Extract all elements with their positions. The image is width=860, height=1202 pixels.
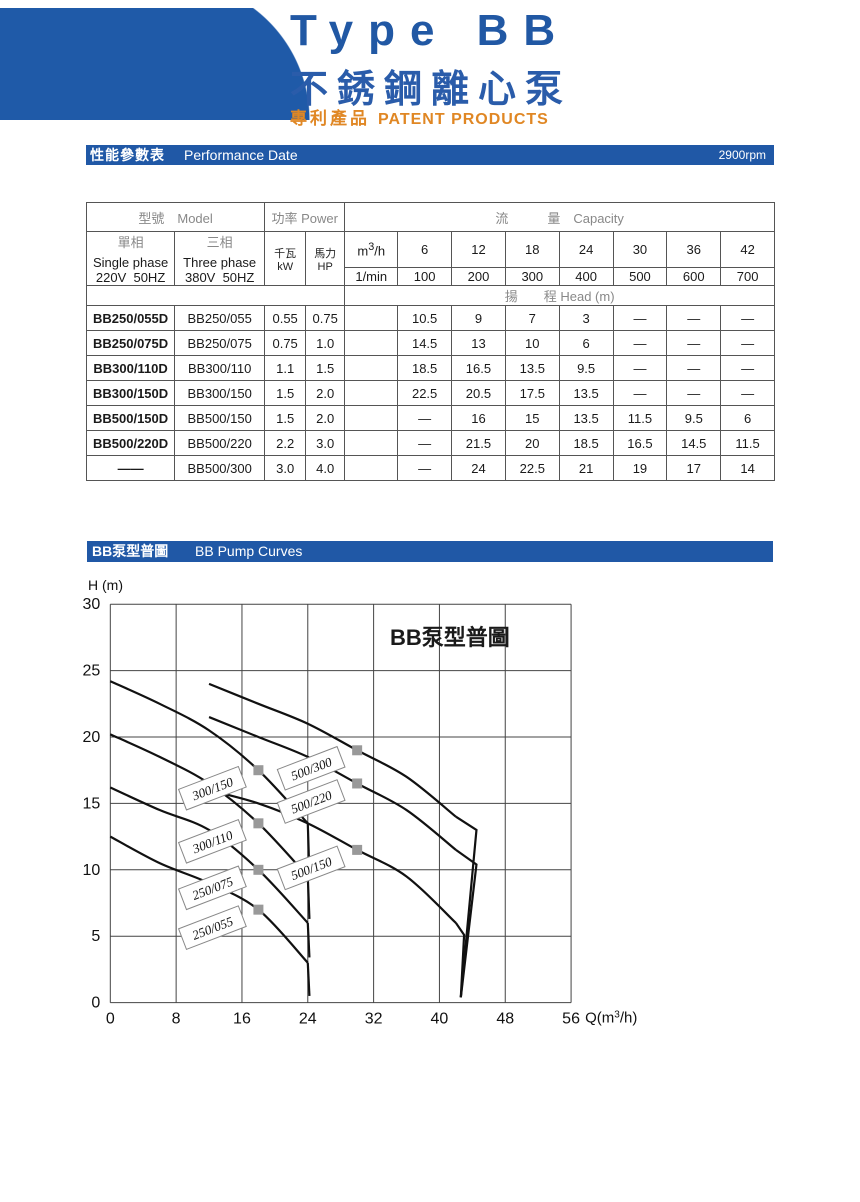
svg-text:25: 25 — [83, 663, 101, 680]
svg-text:56: 56 — [562, 1011, 580, 1028]
svg-text:40: 40 — [431, 1011, 449, 1028]
svg-text:24: 24 — [299, 1011, 317, 1028]
svg-text:8: 8 — [172, 1011, 181, 1028]
svg-text:20: 20 — [83, 729, 101, 746]
svg-text:16: 16 — [233, 1011, 251, 1028]
svg-text:30: 30 — [83, 596, 101, 613]
svg-text:5: 5 — [91, 928, 100, 945]
svg-text:32: 32 — [365, 1011, 383, 1028]
svg-text:10: 10 — [83, 862, 101, 879]
svg-text:48: 48 — [496, 1011, 514, 1028]
svg-text:Q(m3/h): Q(m3/h) — [585, 1009, 637, 1027]
svg-text:0: 0 — [106, 1011, 115, 1028]
svg-text:0: 0 — [91, 995, 100, 1012]
svg-text:15: 15 — [83, 795, 101, 812]
